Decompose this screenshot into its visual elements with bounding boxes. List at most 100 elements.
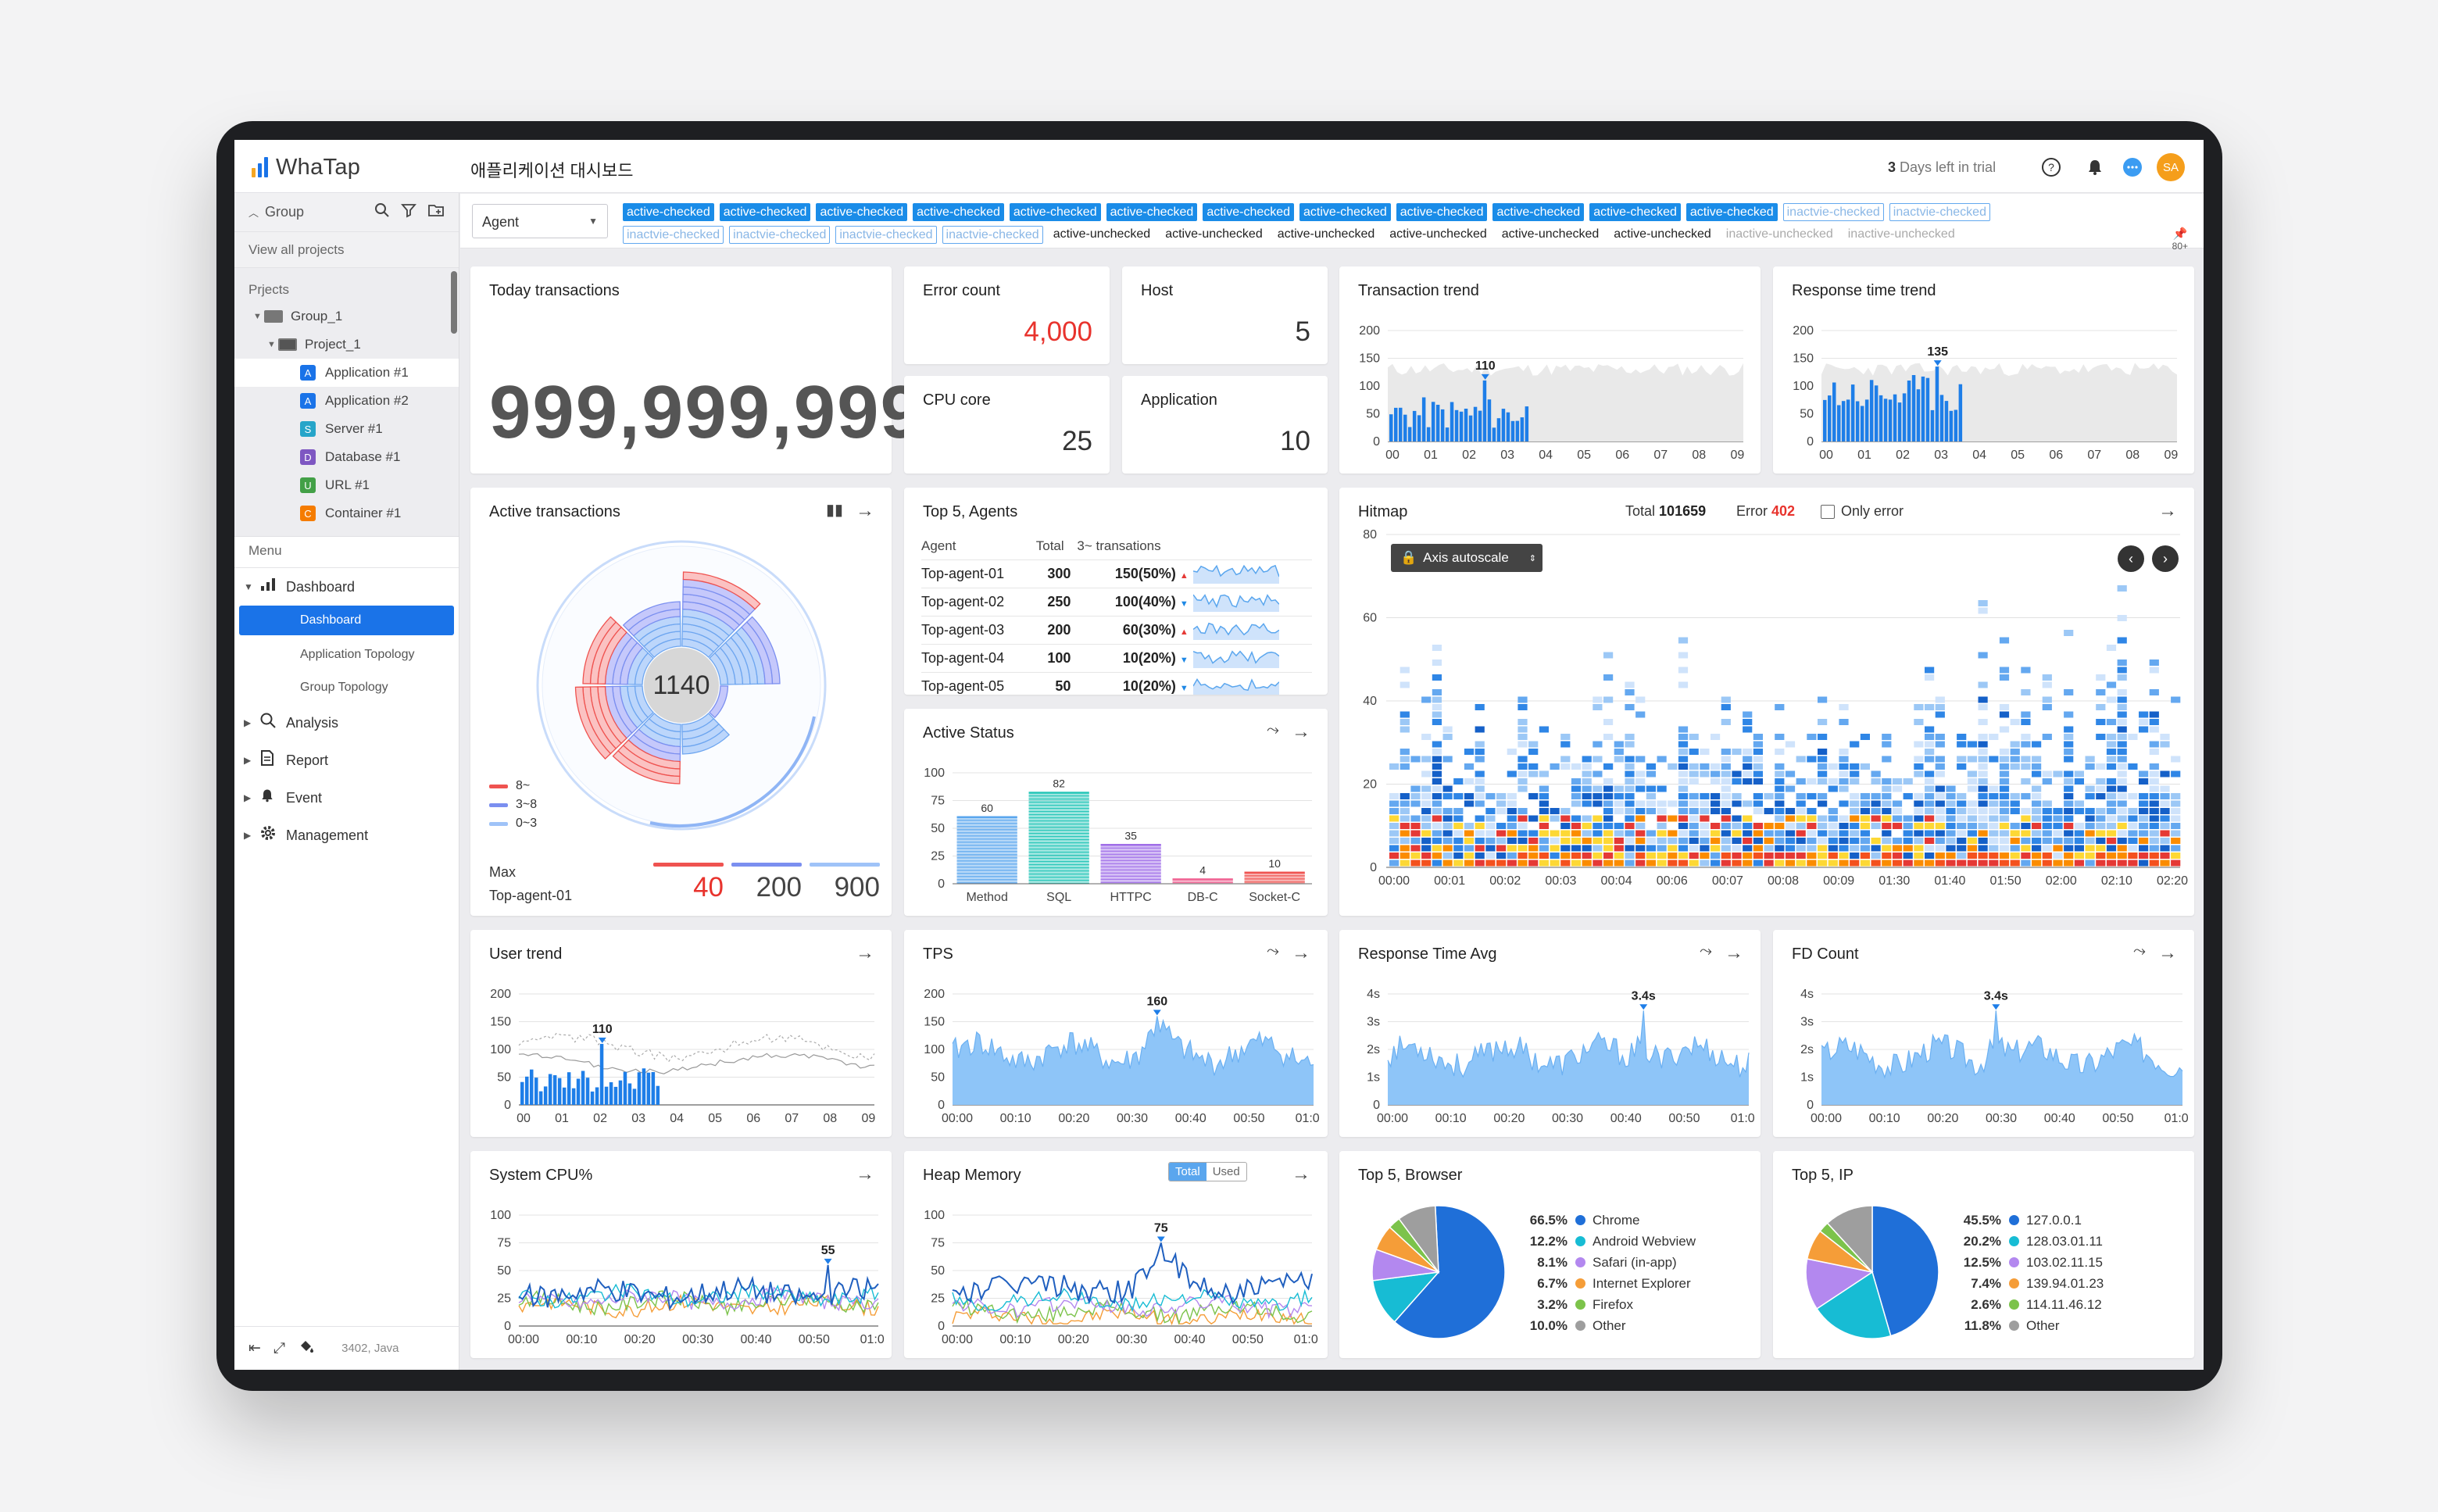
heatmap-cell[interactable] — [2139, 845, 2149, 852]
caret-right-icon[interactable]: ▶ — [244, 717, 252, 728]
heatmap-cell[interactable] — [1550, 815, 1560, 822]
heatmap-cell[interactable] — [1421, 808, 1432, 814]
filter-chip-unchecked[interactable]: active-unchecked — [1389, 227, 1487, 241]
heatmap-cell[interactable] — [1989, 793, 1999, 799]
heatmap-cell[interactable] — [2149, 689, 2159, 695]
heatmap-cell[interactable] — [1689, 830, 1699, 837]
heatmap-cell[interactable] — [1967, 823, 1977, 829]
heatmap-cell[interactable] — [1400, 711, 1410, 718]
heatmap-cell[interactable] — [1753, 808, 1763, 814]
heatmap-cell[interactable] — [1517, 838, 1528, 844]
heatmap-cell[interactable] — [2160, 815, 2170, 822]
heatmap-cell[interactable] — [1807, 860, 1817, 867]
heatmap-cell[interactable] — [1860, 838, 1870, 844]
heatmap-cell[interactable] — [2128, 808, 2138, 814]
heatmap-cell[interactable] — [1796, 815, 1806, 822]
heatmap-cell[interactable] — [1753, 860, 1763, 867]
heatmap-cell[interactable] — [2117, 770, 2127, 777]
heatmap-cell[interactable] — [2160, 734, 2170, 740]
heatmap-cell[interactable] — [1732, 770, 1742, 777]
filter-chip-active[interactable]: active-checked — [1589, 203, 1681, 221]
heatmap-cell[interactable] — [1892, 808, 1903, 814]
heatmap-cell[interactable] — [1839, 853, 1849, 859]
heatmap-cell[interactable] — [1475, 838, 1485, 844]
heatmap-cell[interactable] — [1517, 830, 1528, 837]
heatmap-cell[interactable] — [1571, 815, 1582, 822]
heatmap-cell[interactable] — [1603, 652, 1614, 659]
heatmap-cell[interactable] — [1475, 860, 1485, 867]
view-all-projects-link[interactable]: View all projects — [234, 232, 459, 268]
heatmap-cell[interactable] — [1571, 785, 1582, 792]
heatmap-cell[interactable] — [1603, 808, 1614, 814]
heatmap-cell[interactable] — [1711, 853, 1721, 859]
heatmap-cell[interactable] — [1475, 800, 1485, 807]
heatmap-cell[interactable] — [1935, 838, 1945, 844]
heatmap-cell[interactable] — [1432, 800, 1442, 807]
heatmap-cell[interactable] — [1593, 838, 1603, 844]
heatmap-cell[interactable] — [1432, 830, 1442, 837]
heatmap-cell[interactable] — [1828, 845, 1838, 852]
heatmap-cell[interactable] — [1646, 793, 1656, 799]
heatmap-cell[interactable] — [2085, 793, 2095, 799]
heatmap-cell[interactable] — [2149, 711, 2159, 718]
heatmap-cell[interactable] — [1978, 815, 1988, 822]
legend-item[interactable]: 7.4% 139.94.01.23 — [1961, 1273, 2104, 1294]
ip-pie-chart[interactable] — [1773, 1151, 2194, 1358]
heatmap-cell[interactable] — [1925, 770, 1935, 777]
heatmap-cell[interactable] — [1796, 838, 1806, 844]
heatmap-cell[interactable] — [1496, 853, 1507, 859]
series-line[interactable] — [952, 1288, 1313, 1313]
heatmap-cell[interactable] — [1678, 763, 1689, 770]
legend-item[interactable]: 3.2% Firefox — [1527, 1294, 1696, 1315]
heatmap-cell[interactable] — [1475, 815, 1485, 822]
heatmap-cell[interactable] — [1421, 734, 1432, 740]
heatmap-cell[interactable] — [1582, 793, 1592, 799]
pie-slice[interactable] — [1398, 1205, 1439, 1274]
heatmap-cell[interactable] — [2106, 696, 2117, 703]
heatmap-cell[interactable] — [2096, 704, 2106, 710]
heatmap-cell[interactable] — [1571, 830, 1582, 837]
heatmap-cell[interactable] — [1946, 860, 1956, 867]
heatmap-cell[interactable] — [1410, 838, 1421, 844]
heatmap-cell[interactable] — [1935, 756, 1945, 763]
heatmap-cell[interactable] — [2096, 823, 2106, 829]
trend-icon[interactable]: ⤳ — [2133, 942, 2146, 960]
heatmap-cell[interactable] — [1957, 845, 1967, 852]
heatmap-cell[interactable] — [1957, 808, 1967, 814]
trend-bar[interactable] — [1930, 409, 1935, 441]
heatmap-cell[interactable] — [1603, 696, 1614, 703]
trend-bar[interactable] — [1520, 417, 1525, 441]
heatmap-cell[interactable] — [1432, 711, 1442, 718]
trend-bar[interactable] — [1832, 382, 1836, 442]
heatmap-cell[interactable] — [1967, 741, 1977, 748]
heatmap-cell[interactable] — [1689, 734, 1699, 740]
heatmap-cell[interactable] — [1753, 823, 1763, 829]
heatmap-cell[interactable] — [1475, 749, 1485, 755]
caret-right-icon[interactable]: ▶ — [244, 830, 252, 841]
trend-bar[interactable] — [1925, 377, 1930, 441]
heatmap-cell[interactable] — [1410, 845, 1421, 852]
heatmap-cell[interactable] — [1732, 793, 1742, 799]
heatmap-cell[interactable] — [1839, 823, 1849, 829]
heatmap-cell[interactable] — [1635, 808, 1646, 814]
heatmap-cell[interactable] — [2106, 800, 2117, 807]
heatmap-cell[interactable] — [2053, 853, 2063, 859]
heatmap-cell[interactable] — [2021, 689, 2031, 695]
heatmap-cell[interactable] — [1464, 778, 1475, 785]
heatmap-cell[interactable] — [2106, 756, 2117, 763]
heatmap-cell[interactable] — [1389, 793, 1400, 799]
heatmap-cell[interactable] — [1753, 845, 1763, 852]
heatmap-cell[interactable] — [1678, 637, 1689, 644]
heatmap-cell[interactable] — [1560, 815, 1571, 822]
heatmap-cell[interactable] — [2106, 860, 2117, 867]
heatmap-cell[interactable] — [2021, 741, 2031, 748]
heatmap-cell[interactable] — [1700, 815, 1710, 822]
heatmap-cell[interactable] — [1711, 860, 1721, 867]
heatmap-cell[interactable] — [1593, 860, 1603, 867]
heatmap-cell[interactable] — [1914, 763, 1924, 770]
trend-bar[interactable] — [1431, 402, 1435, 441]
heatmap-cell[interactable] — [2160, 853, 2170, 859]
heatmap-cell[interactable] — [1957, 815, 1967, 822]
heatmap-cell[interactable] — [1775, 815, 1785, 822]
heatmap-cell[interactable] — [1743, 778, 1753, 785]
